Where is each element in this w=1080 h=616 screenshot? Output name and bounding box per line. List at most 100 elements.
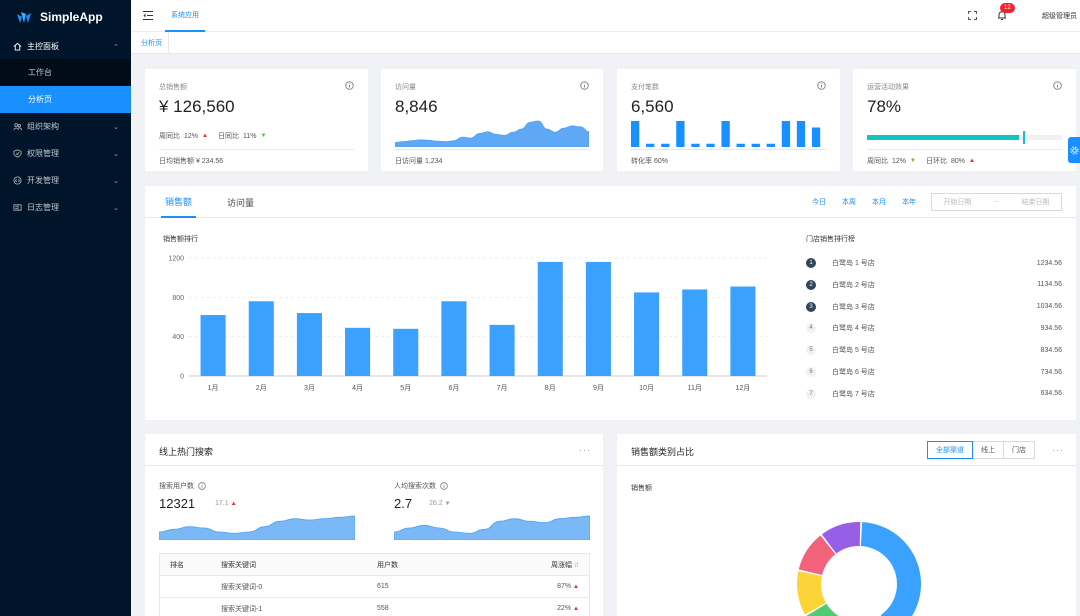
x-tick-label: 1月: [208, 384, 219, 392]
bar[interactable]: [345, 327, 371, 376]
progress-track: [867, 135, 1062, 140]
donut-slice[interactable]: [798, 535, 836, 576]
tags-bar: 分析页: [131, 32, 1080, 54]
start-date-input[interactable]: 开始日期: [943, 199, 972, 206]
info-icon[interactable]: [345, 81, 354, 90]
donut-slice[interactable]: [860, 522, 921, 616]
ranking-row[interactable]: 4 白鹭岛 4 号店 934.56: [806, 320, 1062, 336]
col-change[interactable]: 周涨幅 ⇵: [497, 560, 589, 570]
search-table: 排名 搜索关键词 用户数 周涨幅 ⇵ 搜索关键词-0 615 87% ▲ 搜索关…: [159, 553, 590, 616]
cell-change: 87% ▲: [497, 583, 589, 590]
bar[interactable]: [730, 286, 756, 376]
area-series: [395, 120, 589, 147]
ranking-row[interactable]: 3 白鹭岛 3 号店 1034.56: [806, 299, 1062, 315]
bar[interactable]: [200, 315, 226, 376]
info-icon[interactable]: [198, 482, 206, 490]
tag-analysis[interactable]: 分析页: [135, 32, 169, 54]
info-icon[interactable]: [1053, 81, 1062, 90]
bar[interactable]: [248, 301, 274, 376]
table-row[interactable]: 搜索关键词-0 615 87% ▲: [160, 576, 589, 598]
filter-all-channels[interactable]: 全部渠道: [927, 441, 973, 459]
info-icon[interactable]: [440, 482, 448, 490]
user-menu[interactable]: 超级管理员: [1042, 13, 1077, 20]
table-header: 排名 搜索关键词 用户数 周涨幅 ⇵: [160, 554, 589, 576]
sidebar-item-logs[interactable]: 日志管理 ⌄: [0, 194, 131, 221]
progress-target-marker: [1023, 131, 1025, 144]
per-user-change: 26.2 ▼: [429, 500, 451, 507]
ranking-row[interactable]: 7 白鹭岛 7 号店 634.56: [806, 386, 1062, 402]
sidebar-item-organization[interactable]: 组织架构 ⌄: [0, 113, 131, 140]
store-sales: 934.56: [1040, 324, 1062, 332]
range-year[interactable]: 本年: [902, 199, 916, 206]
change-text: 26.2: [429, 500, 443, 507]
bar[interactable]: [634, 292, 660, 376]
bar[interactable]: [489, 324, 515, 376]
payments-bar-chart: [631, 121, 821, 147]
bar[interactable]: [682, 289, 708, 376]
info-icon[interactable]: [580, 81, 589, 90]
bar: [646, 143, 655, 147]
sidebar-item-analysis[interactable]: 分析页: [0, 86, 131, 113]
donut-slice[interactable]: [821, 522, 861, 554]
cell-keyword[interactable]: 搜索关键词-1: [221, 605, 263, 613]
y-tick-label: 400: [172, 334, 184, 341]
bar[interactable]: [441, 301, 467, 376]
more-icon[interactable]: ···: [1052, 445, 1064, 455]
logo[interactable]: SimpleApp: [0, 0, 131, 34]
card-header: 销售额类别占比 全部渠道 线上 门店 ···: [617, 434, 1076, 466]
store-sales: 1134.56: [1037, 281, 1062, 289]
tab-sales[interactable]: 销售额: [161, 186, 197, 218]
bar[interactable]: [537, 261, 563, 376]
trend-down-icon: ▼: [260, 133, 267, 139]
more-icon[interactable]: ···: [579, 445, 591, 455]
donut-slice[interactable]: [797, 571, 826, 615]
sidebar-item-permissions[interactable]: 权限管理 ⌄: [0, 140, 131, 167]
info-icon[interactable]: [817, 81, 826, 90]
filter-online[interactable]: 线上: [972, 441, 1004, 459]
bar: [811, 127, 821, 147]
search-users-area-chart: [159, 515, 355, 540]
dod-value: 80%: [950, 157, 965, 165]
stat-footer: 日均销售额 ¥ 234.56: [159, 158, 224, 165]
x-tick-label: 3月: [304, 384, 315, 392]
bar[interactable]: [585, 261, 611, 376]
chart-title: 销售额排行: [163, 236, 198, 243]
range-week[interactable]: 本周: [842, 199, 856, 206]
stat-title: 运营活动效果: [867, 84, 909, 91]
bar[interactable]: [296, 313, 322, 376]
menu-fold-icon[interactable]: [143, 11, 153, 20]
sidebar-item-development[interactable]: 开发管理 ⌄: [0, 167, 131, 194]
fullscreen-icon[interactable]: [968, 11, 977, 20]
end-date-input[interactable]: 结束日期: [1021, 199, 1050, 206]
x-tick-label: 6月: [448, 384, 459, 392]
cell-keyword[interactable]: 搜索关键词-0: [221, 583, 263, 591]
date-range-picker[interactable]: 开始日期 ~ 结束日期: [931, 193, 1062, 211]
tab-system-apps[interactable]: 系统应用: [165, 0, 205, 32]
ranking-row[interactable]: 6 白鹭岛 6 号店 734.56: [806, 364, 1062, 380]
bar: [706, 143, 715, 147]
channel-filter: 全部渠道 线上 门店: [927, 441, 1035, 459]
settings-drawer-toggle[interactable]: [1068, 137, 1080, 163]
tab-visits[interactable]: 访问量: [227, 197, 255, 208]
table-row[interactable]: 搜索关键词-1 558 22% ▲: [160, 598, 589, 616]
label-text: 搜索用户数: [159, 483, 194, 490]
filter-store[interactable]: 门店: [1003, 441, 1035, 459]
x-tick-label: 5月: [400, 384, 411, 392]
range-today[interactable]: 今日: [812, 199, 826, 206]
store-sales: 634.56: [1040, 390, 1062, 398]
sort-icon[interactable]: ⇵: [573, 562, 579, 569]
ranking-row[interactable]: 5 白鹭岛 5 号店 834.56: [806, 342, 1062, 358]
divider: [159, 149, 354, 150]
bar[interactable]: [393, 328, 419, 376]
progress-fill: [867, 135, 1020, 140]
ranking-row[interactable]: 1 白鹭岛 1 号店 1234.56: [806, 255, 1062, 271]
ranking-row[interactable]: 2 白鹭岛 2 号店 1134.56: [806, 277, 1062, 293]
area-series: [159, 515, 355, 540]
range-month[interactable]: 本月: [872, 199, 886, 206]
chart-subtitle: 销售额: [631, 485, 652, 492]
donut-slice[interactable]: [806, 603, 871, 616]
sidebar-item-dashboard[interactable]: 主控面板 ⌃: [0, 34, 131, 59]
card-title: 销售额类别占比: [631, 447, 695, 457]
sidebar-item-workbench[interactable]: 工作台: [28, 68, 52, 77]
col-users[interactable]: 用户数: [377, 561, 398, 569]
